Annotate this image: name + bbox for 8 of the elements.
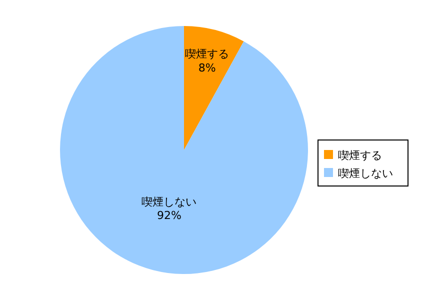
slice-label: 喫煙する xyxy=(185,48,230,61)
data-label: 8% xyxy=(198,61,216,74)
pie-slice xyxy=(60,26,308,274)
data-label: 92% xyxy=(156,209,182,222)
legend-label: 喫煙する xyxy=(338,149,382,162)
slice-label: 喫煙しない xyxy=(142,195,197,208)
pie-slice xyxy=(184,26,244,150)
legend-label: 喫煙しない xyxy=(338,167,393,180)
